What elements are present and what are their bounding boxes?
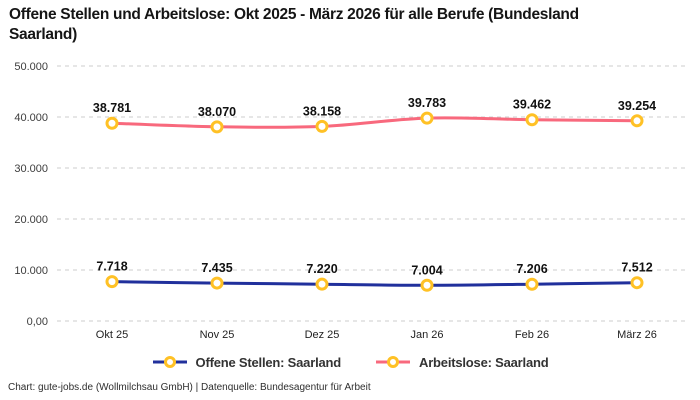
data-point-label: 39.254: [618, 99, 656, 113]
data-point-label: 7.206: [516, 262, 547, 276]
legend-label: Offene Stellen: Saarland: [195, 354, 342, 370]
data-point-label: 39.462: [513, 98, 551, 112]
data-point-label: 7.512: [621, 261, 652, 275]
data-point-marker[interactable]: [630, 114, 644, 128]
data-point-marker[interactable]: [630, 276, 644, 290]
legend-item[interactable]: Offene Stellen: Saarland: [152, 355, 341, 370]
data-point-marker[interactable]: [210, 276, 224, 290]
data-point-marker[interactable]: [315, 119, 329, 133]
x-tick-label: Jan 26: [410, 329, 443, 341]
data-point-label: 7.220: [306, 262, 337, 276]
x-tick-label: Feb 26: [515, 329, 549, 341]
y-tick-label: 0,00: [27, 316, 48, 328]
legend-marker-icon: [152, 356, 187, 368]
x-tick-label: Dez 25: [305, 329, 340, 341]
chart-credit: Chart: gute-jobs.de (Wollmilchsau GmbH) …: [8, 382, 371, 393]
data-point-label: 38.070: [198, 105, 236, 119]
data-point-marker[interactable]: [105, 116, 119, 130]
data-point-marker[interactable]: [420, 111, 434, 125]
legend-item[interactable]: Arbeitslose: Saarland: [375, 354, 549, 370]
data-point-label: 7.435: [201, 261, 232, 275]
series-line[interactable]: [110, 280, 639, 287]
y-tick-label: 20.000: [14, 214, 48, 226]
x-tick-label: Okt 25: [96, 329, 128, 341]
legend-label: Arbeitslose: Saarland: [419, 354, 549, 370]
data-point-marker[interactable]: [525, 277, 539, 291]
data-point-marker[interactable]: [420, 278, 434, 292]
data-point-label: 38.158: [303, 104, 341, 118]
data-point-label: 7.004: [411, 263, 442, 277]
chart-legend: Offene Stellen: Saarland Arbeitslose: Saa…: [0, 347, 700, 377]
data-point-marker[interactable]: [525, 113, 539, 127]
y-tick-label: 40.000: [14, 112, 48, 124]
data-point-marker[interactable]: [315, 277, 329, 291]
x-tick-label: Nov 25: [200, 329, 235, 341]
x-tick-label: März 26: [617, 329, 657, 341]
series-line[interactable]: [110, 116, 639, 129]
data-point-label: 39.783: [408, 96, 446, 110]
data-point-marker[interactable]: [210, 120, 224, 134]
y-tick-label: 30.000: [14, 163, 48, 175]
data-point-label: 38.781: [93, 101, 131, 115]
chart-canvas: 0,00 10.000 20.000 30.000 40.000 50.000 Okt 25…: [14, 61, 688, 341]
legend-marker-icon: [376, 356, 410, 368]
data-point-label: 7.718: [96, 260, 127, 274]
data-point-marker[interactable]: [105, 275, 119, 289]
y-tick-label: 10.000: [14, 265, 48, 277]
chart-title: Offene Stellen und Arbeitslose: Okt 2025…: [9, 6, 579, 43]
y-tick-label: 50.000: [14, 61, 48, 73]
